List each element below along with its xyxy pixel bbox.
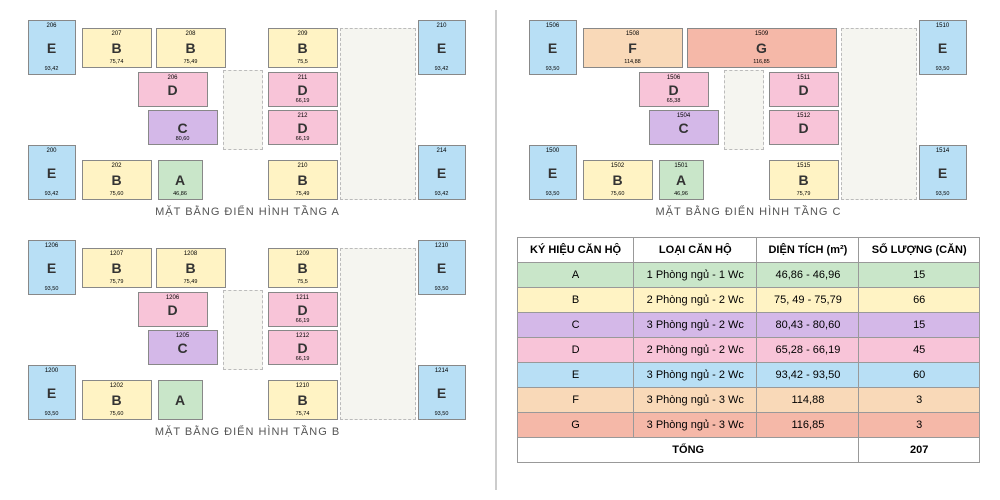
- left-panel: E20693,42B20775,74B20875,49 B20975,5 E2109…: [0, 0, 495, 500]
- table-row: G3 Phòng ngủ - 3 Wc116,853: [518, 413, 980, 438]
- unit-B: B151575,79: [769, 160, 839, 200]
- unit-D: D1511: [769, 72, 839, 107]
- unit-G: G1509116,85: [687, 28, 837, 68]
- layout: E20693,42B20775,74B20875,49 B20975,5 E2109…: [0, 0, 1000, 500]
- unit-B: B121075,74: [268, 380, 338, 420]
- unit-D: D21266,19: [268, 110, 338, 145]
- unit-E: E21493,42: [418, 145, 466, 200]
- caption-c: MẶT BẰNG ĐIỂN HÌNH TẦNG C: [517, 206, 980, 218]
- unit-D: D121266,19: [268, 330, 338, 365]
- unit-E: E121493,50: [418, 365, 466, 420]
- unit-E: E121093,50: [418, 240, 466, 295]
- unit-B: B150275,60: [583, 160, 653, 200]
- unit-B: B120275,60: [82, 380, 152, 420]
- total-label: TỔNG: [518, 438, 859, 463]
- unit-B: B20875,49: [156, 28, 226, 68]
- unit-D: D206: [138, 72, 208, 107]
- unit-E: E151493,50: [919, 145, 967, 200]
- floorplan-c: E150693,50F1508114,88G1509116,85 E151093,…: [517, 10, 980, 222]
- unit-D: D1206: [138, 292, 208, 327]
- table-row: D2 Phòng ngủ - 2 Wc65,28 - 66,1945: [518, 338, 980, 363]
- table-row: C3 Phòng ngủ - 2 Wc80,43 - 80,6015: [518, 313, 980, 338]
- unit-E: E120093,50: [28, 365, 76, 420]
- unit-B: B20275,60: [82, 160, 152, 200]
- table-row: E3 Phòng ngủ - 2 Wc93,42 - 93,5060: [518, 363, 980, 388]
- unit-C: C1504: [649, 110, 719, 145]
- table-header: LOẠI CĂN HỘ: [634, 238, 757, 263]
- unit-D: D150665,38: [639, 72, 709, 107]
- floorplan-a: E20693,42B20775,74B20875,49 B20975,5 E2109…: [20, 10, 475, 222]
- unit-E: E120693,50: [28, 240, 76, 295]
- unit-D: D21166,19: [268, 72, 338, 107]
- unit-C: C80,60: [148, 110, 218, 145]
- unit-C: C1205: [148, 330, 218, 365]
- table-header: SỐ LƯỢNG (CĂN): [859, 238, 980, 263]
- unit-E: E150093,50: [529, 145, 577, 200]
- unit-B: B120775,79: [82, 248, 152, 288]
- unit-B: B20975,5: [268, 28, 338, 68]
- unit-E: E150693,50: [529, 20, 577, 75]
- right-panel: E150693,50F1508114,88G1509116,85 E151093,…: [497, 0, 1000, 500]
- unit-A: A150146,96: [659, 160, 704, 200]
- unit-summary-table: KÝ HIỆU CĂN HỘLOẠI CĂN HỘDIỆN TÍCH (m²)S…: [517, 237, 980, 463]
- table-row: F3 Phòng ngủ - 3 Wc114,883: [518, 388, 980, 413]
- unit-E: E20093,42: [28, 145, 76, 200]
- unit-B: B120875,49: [156, 248, 226, 288]
- unit-A: A46,86: [158, 160, 203, 200]
- table-row: A1 Phòng ngủ - 1 Wc46,86 - 46,9615: [518, 263, 980, 288]
- unit-D: D1512: [769, 110, 839, 145]
- total-qty: 207: [859, 438, 980, 463]
- unit-E: E151093,50: [919, 20, 967, 75]
- unit-F: F1508114,88: [583, 28, 683, 68]
- unit-B: B20775,74: [82, 28, 152, 68]
- table-row: B2 Phòng ngủ - 2 Wc75, 49 - 75,7966: [518, 288, 980, 313]
- unit-B: B120975,5: [268, 248, 338, 288]
- caption-a: MẶT BẰNG ĐIỂN HÌNH TẦNG A: [20, 206, 475, 218]
- unit-E: E21093,42: [418, 20, 466, 75]
- table-header: KÝ HIỆU CĂN HỘ: [518, 238, 634, 263]
- caption-b: MẶT BẰNG ĐIỂN HÌNH TẦNG B: [20, 426, 475, 438]
- floorplan-b: E120693,50B120775,79B120875,49 B120975,5 E…: [20, 230, 475, 442]
- unit-D: D121166,19: [268, 292, 338, 327]
- unit-E: E20693,42: [28, 20, 76, 75]
- table-header: DIỆN TÍCH (m²): [757, 238, 859, 263]
- unit-B: B21075,49: [268, 160, 338, 200]
- unit-A: A: [158, 380, 203, 420]
